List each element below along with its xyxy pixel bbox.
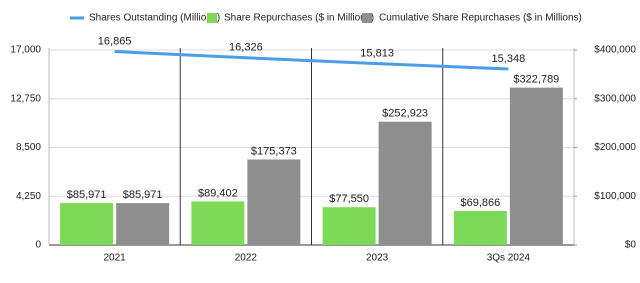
line: [114, 50, 509, 71]
x-tick-label: 2022: [235, 253, 258, 264]
y2-tick-label: $400,000: [594, 45, 636, 56]
bar-value-label: $85,971: [123, 189, 163, 201]
line-value-label: 16,865: [98, 35, 132, 47]
x-tick-label: 3Qs 2024: [487, 253, 531, 264]
bar: [116, 203, 170, 245]
bar-value-label: $175,373: [251, 145, 297, 157]
bar-value-label: $89,402: [198, 187, 238, 199]
bar: [453, 210, 507, 245]
line-value-label: 16,326: [229, 42, 263, 54]
y2-tick-label: $100,000: [594, 191, 636, 202]
y-tick-label: 0: [35, 240, 41, 251]
bar: [191, 201, 245, 245]
bar-value-label: $322,789: [513, 74, 559, 86]
legend-label: Shares Outstanding (Millions): [89, 13, 220, 24]
legend-label: Cumulative Share Repurchases ($ in Milli…: [379, 13, 582, 24]
legend-label: Share Repurchases ($ in Millions): [224, 13, 374, 24]
bar-value-label: $252,923: [382, 108, 428, 120]
x-tick-label: 2023: [366, 253, 389, 264]
y2-tick-label: $300,000: [594, 93, 636, 104]
legend-swatch: [362, 13, 372, 23]
bar-value-label: $85,971: [67, 189, 107, 201]
bar: [378, 121, 432, 245]
bar-value-label: $77,550: [329, 193, 369, 205]
bar: [247, 159, 301, 245]
y-tick-label: 8,500: [16, 142, 41, 153]
y2-tick-label: $0: [625, 240, 637, 251]
y2-tick-label: $200,000: [594, 142, 636, 153]
bar-value-label: $69,866: [460, 197, 500, 209]
legend-swatch: [207, 13, 217, 23]
y-tick-label: 4,250: [16, 191, 41, 202]
line-value-label: 15,813: [360, 48, 394, 60]
y-tick-label: 12,750: [10, 93, 41, 104]
line-value-label: 15,348: [492, 53, 526, 65]
y-tick-label: 17,000: [10, 45, 41, 56]
x-tick-label: 2021: [104, 253, 127, 264]
bar: [322, 207, 376, 245]
bar: [60, 203, 114, 245]
bar: [509, 87, 563, 245]
